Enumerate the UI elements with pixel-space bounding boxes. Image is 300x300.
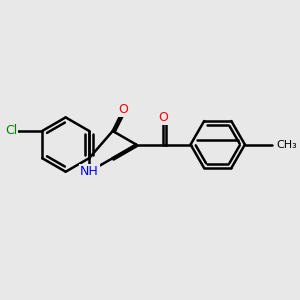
Text: NH: NH [80, 165, 99, 178]
Text: CH₃: CH₃ [276, 140, 297, 150]
Text: O: O [118, 103, 128, 116]
Text: O: O [158, 111, 168, 124]
Text: Cl: Cl [5, 124, 17, 137]
